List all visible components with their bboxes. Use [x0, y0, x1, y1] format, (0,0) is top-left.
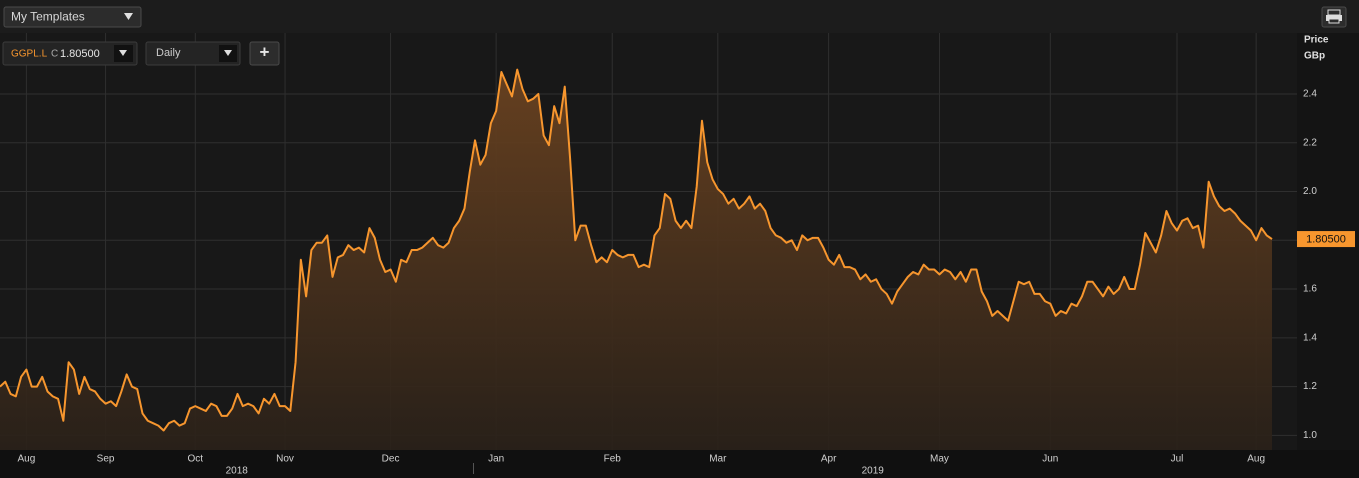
y-tick-label: 1.6 [1303, 284, 1317, 295]
instrument-box[interactable] [2, 41, 138, 66]
y-tick-label: 1.2 [1303, 381, 1317, 392]
last-value-label: 1.80500 [1306, 233, 1346, 245]
dropdown-arrow[interactable] [119, 50, 127, 56]
print-icon [1326, 15, 1342, 21]
marks [0, 68, 1273, 450]
x-tick-label: Mar [709, 454, 727, 465]
instrument-code[interactable]: GGPL.L [11, 49, 48, 60]
add-box[interactable] [249, 41, 280, 66]
axes: 1.01.21.41.61.82.02.22.4AugSepOctNovDecJ… [17, 89, 1355, 477]
close-prefix: C [51, 49, 58, 60]
last-value-box [1297, 231, 1355, 248]
close-value: 1.80500 [60, 48, 100, 60]
x-tick-label: Jul [1171, 454, 1184, 465]
dropdown-label[interactable]: My Templates [11, 10, 85, 24]
x-tick-label: Aug [1247, 454, 1265, 465]
y-tick-label: 2.0 [1303, 186, 1317, 197]
x-tick-label: Dec [382, 454, 400, 465]
area-fill [0, 69, 1272, 450]
x-tick-label: Feb [604, 454, 622, 465]
interval-label[interactable]: Daily [156, 47, 181, 59]
print-button[interactable] [1321, 6, 1347, 28]
templates-dropdown[interactable]: My Templates [3, 6, 142, 28]
dropdown-arrow[interactable] [224, 50, 232, 56]
x-group-label: 2019 [862, 466, 885, 477]
x-tick-label: Jun [1042, 454, 1058, 465]
y-tick-label: 2.2 [1303, 137, 1317, 148]
x-tick-label: Nov [276, 454, 294, 465]
y-axis-unit: GBp [1304, 51, 1325, 62]
print-icon [1328, 18, 1340, 24]
dropdown-arrow[interactable] [124, 13, 133, 20]
x-tick-label: Aug [17, 454, 35, 465]
x-tick-label: May [930, 454, 949, 465]
interval-selector[interactable]: Daily [145, 41, 241, 66]
instrument-selector[interactable]: GGPL.L C 1.80500 [2, 41, 138, 66]
y-tick-label: 1.0 [1303, 430, 1317, 441]
x-tick-label: Apr [821, 454, 837, 465]
top-bar [0, 0, 1359, 33]
add-button[interactable]: + [249, 41, 280, 66]
x-group-label: 2018 [226, 466, 249, 477]
dropdown-box[interactable] [3, 6, 142, 28]
x-axis-area [0, 450, 1359, 478]
y-tick-label: 1.4 [1303, 332, 1317, 343]
price-line [0, 68, 1273, 432]
x-tick-label: Jan [488, 454, 504, 465]
interval-box[interactable] [145, 41, 241, 66]
y-tick-label: 2.4 [1303, 89, 1317, 100]
x-tick-label: Sep [97, 454, 115, 465]
x-tick-label: Oct [188, 454, 204, 465]
y-axis-title: Price [1304, 35, 1329, 46]
add-label[interactable]: + [260, 42, 270, 61]
